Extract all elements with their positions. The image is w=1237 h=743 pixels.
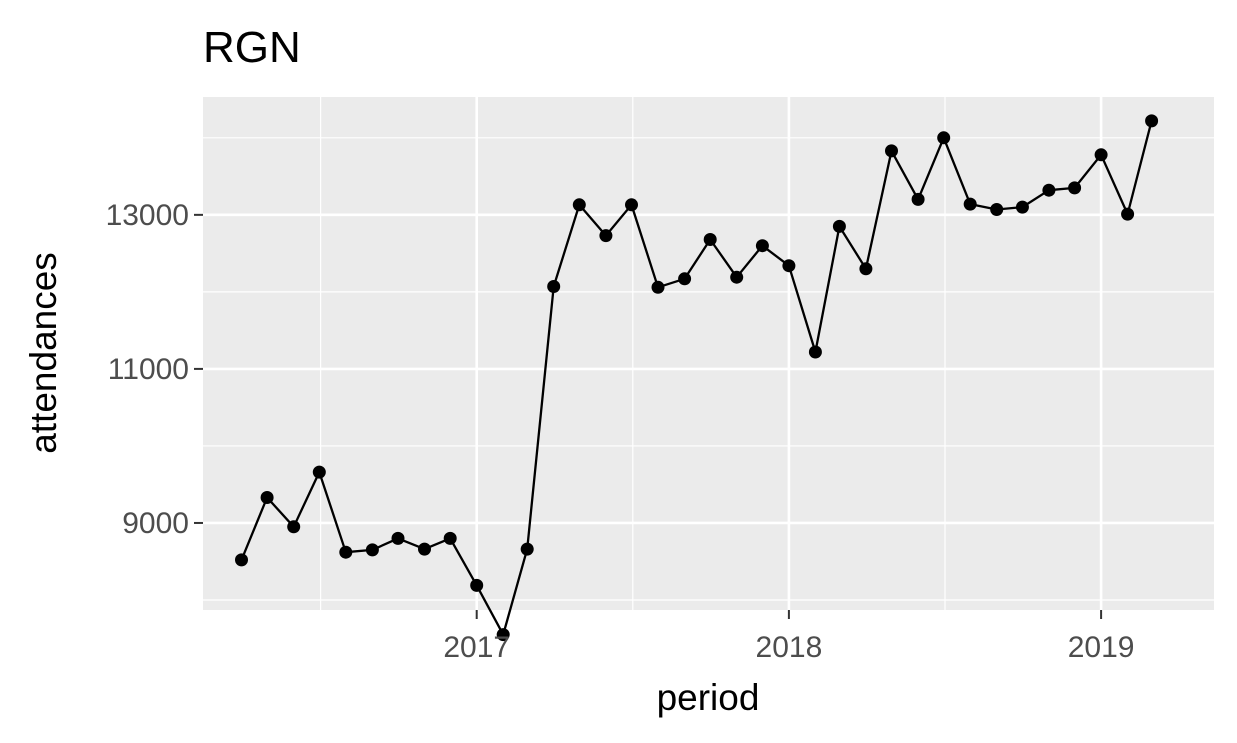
data-point — [260, 491, 274, 504]
x-axis-title: period — [657, 677, 760, 718]
data-point — [1121, 207, 1135, 221]
data-point — [312, 465, 326, 479]
data-point — [496, 628, 510, 642]
data-point — [885, 144, 898, 158]
data-point — [520, 542, 534, 556]
data-point — [470, 578, 484, 592]
data-point — [1042, 183, 1056, 197]
y-tick-label: 9000 — [122, 507, 189, 540]
data-point — [625, 198, 638, 212]
data-point — [937, 131, 951, 145]
data-point — [391, 531, 405, 545]
data-point — [599, 229, 613, 243]
data-point — [235, 553, 248, 567]
data-point — [703, 233, 717, 246]
y-tick-label: 11000 — [108, 353, 189, 386]
data-point — [651, 280, 665, 294]
data-point — [547, 280, 561, 293]
data-point — [1015, 200, 1029, 214]
major-gridlines — [203, 97, 1214, 610]
data-point — [990, 203, 1004, 216]
data-point — [963, 197, 977, 211]
y-axis: 9000 11000 13000 — [106, 199, 203, 540]
data-point — [339, 545, 353, 559]
x-axis: 2017 2018 2019 — [443, 610, 1134, 664]
data-point — [572, 198, 586, 212]
plot-panel — [203, 97, 1214, 610]
data-series — [235, 114, 1159, 642]
data-point — [782, 259, 796, 273]
data-point — [911, 192, 925, 206]
data-point — [808, 345, 822, 359]
data-point — [1094, 148, 1108, 162]
data-point — [859, 262, 873, 276]
chart-title: RGN — [203, 23, 301, 72]
x-tick-label: 2018 — [756, 631, 823, 664]
x-tick-label: 2019 — [1068, 631, 1135, 664]
minor-gridlines — [203, 97, 1214, 610]
data-point — [1068, 181, 1082, 195]
data-point — [730, 270, 744, 284]
data-point — [287, 520, 301, 534]
data-point — [443, 531, 457, 545]
y-tick-label: 13000 — [106, 199, 189, 232]
data-point — [755, 239, 769, 253]
data-point — [418, 542, 431, 556]
data-point — [365, 543, 379, 557]
data-point — [678, 272, 692, 286]
data-point — [832, 219, 846, 233]
data-point — [1145, 114, 1159, 128]
y-axis-title: attendances — [23, 252, 64, 454]
x-tick-label: 2017 — [443, 631, 510, 664]
